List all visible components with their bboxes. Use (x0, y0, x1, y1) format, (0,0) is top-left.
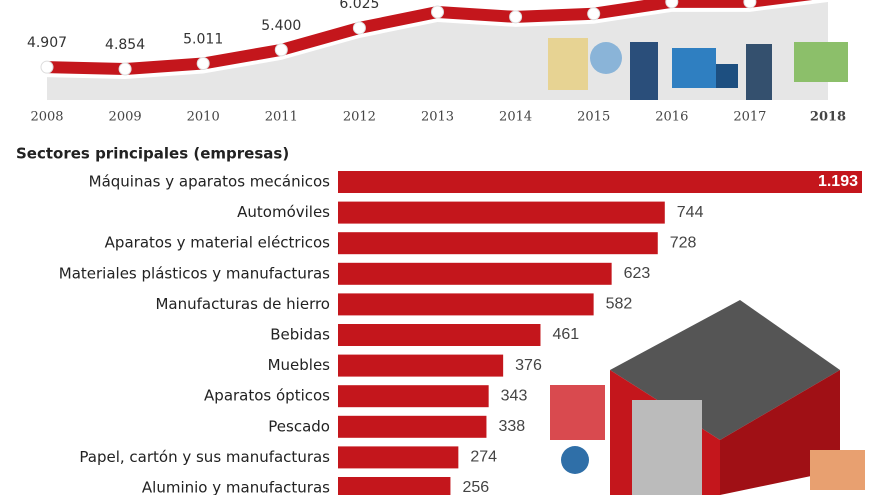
category-label: Materiales plásticos y manufacturas (59, 264, 330, 282)
bar (338, 324, 541, 346)
data-label: 623 (624, 265, 651, 282)
data-label: 728 (670, 234, 697, 251)
x-tick-label: 2009 (109, 110, 142, 125)
data-label: 6.025 (339, 0, 379, 12)
icon-truck-cab (716, 64, 738, 88)
x-tick-label: 2014 (499, 110, 532, 125)
bar (338, 415, 487, 438)
category-label: Bebidas (270, 326, 330, 344)
chart-title: Sectores principales (empresas) (16, 145, 289, 163)
icon-box (548, 38, 588, 90)
x-tick-label: 2012 (343, 110, 376, 125)
bar (338, 385, 489, 408)
point (509, 10, 523, 24)
category-label: Aparatos ópticos (204, 387, 330, 405)
point (743, 0, 757, 9)
data-label: 744 (677, 204, 704, 221)
x-tick-label: 2010 (187, 110, 220, 125)
x-tick-label: 2015 (577, 110, 610, 125)
bar (338, 354, 504, 377)
data-label: 338 (498, 418, 525, 435)
bar (338, 477, 451, 495)
x-tick-label: 2016 (655, 110, 688, 125)
category-label: Máquinas y aparatos mecánicos (89, 173, 331, 191)
bar (338, 293, 594, 316)
bar (338, 171, 862, 193)
x-tick-label: 2017 (733, 110, 766, 125)
data-label: 461 (552, 326, 579, 343)
barrel (561, 446, 589, 474)
category-label: Aluminio y manufacturas (142, 479, 330, 495)
icon-worker (746, 44, 772, 100)
warehouse-door (632, 400, 702, 495)
category-label: Manufacturas de hierro (155, 295, 330, 313)
category-label: Aparatos y material eléctricos (105, 234, 331, 252)
data-label: 376 (515, 357, 542, 374)
bar (338, 201, 665, 224)
point (40, 60, 54, 74)
point (274, 43, 288, 57)
point (665, 0, 679, 9)
point (196, 56, 210, 70)
data-label: 274 (470, 449, 497, 466)
point (352, 21, 366, 35)
x-tick-label: 2011 (265, 110, 298, 125)
icon-person (630, 42, 658, 100)
data-label: 1.193 (818, 173, 858, 190)
bar (338, 232, 658, 255)
bar (338, 262, 612, 285)
data-label: 4.907 (27, 35, 67, 51)
data-label: 5.400 (261, 18, 301, 34)
category-label: Automóviles (237, 203, 330, 221)
x-tick-label: 2008 (30, 110, 63, 125)
point (587, 7, 601, 21)
icon-truck (672, 48, 716, 88)
x-tick-label: 2018 (810, 110, 846, 125)
illustrations (548, 38, 865, 495)
category-label: Muebles (268, 356, 331, 374)
point (118, 62, 132, 76)
category-label: Pescado (268, 417, 330, 435)
data-label: 582 (606, 296, 633, 313)
bar (338, 446, 459, 469)
x-tick-label: 2013 (421, 110, 454, 125)
icon-map (794, 42, 848, 82)
data-label: 5.011 (183, 31, 223, 47)
boxes (810, 450, 865, 490)
forklift (550, 385, 605, 440)
category-label: Papel, cartón y sus manufacturas (79, 448, 330, 466)
data-label: 343 (501, 387, 528, 404)
data-label: 4.854 (105, 37, 145, 53)
point (431, 5, 444, 19)
icon-globe (590, 42, 622, 74)
data-label: 256 (462, 479, 489, 495)
